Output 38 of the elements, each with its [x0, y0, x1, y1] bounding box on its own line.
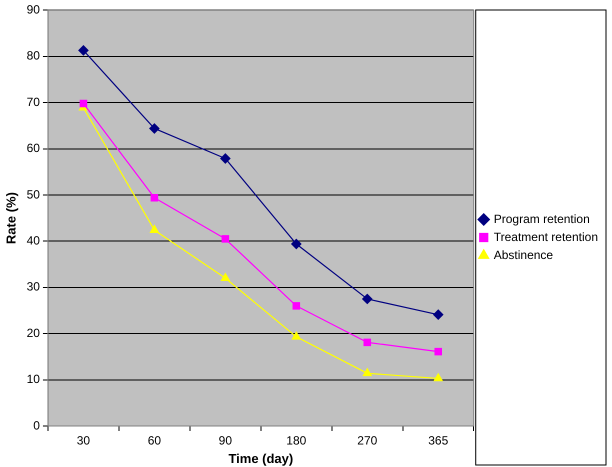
- y-tick-label: 10: [26, 372, 40, 386]
- y-tick-label: 20: [26, 326, 40, 340]
- x-tick-label: 180: [286, 434, 307, 448]
- point: [150, 225, 159, 233]
- point: [291, 238, 302, 250]
- point: [362, 294, 372, 304]
- x-tick-label: 90: [218, 434, 232, 448]
- x-tick-label: 60: [148, 434, 162, 448]
- point: [78, 45, 89, 56]
- y-tick-label: 0: [33, 418, 40, 432]
- point: [362, 368, 372, 376]
- point: [80, 100, 88, 108]
- y-tick-label: 90: [26, 2, 40, 17]
- x-tick-label: 30: [76, 434, 90, 448]
- y-tick-label: 50: [26, 187, 40, 202]
- y-tick-label: 60: [26, 141, 40, 156]
- point: [220, 153, 230, 164]
- x-tick-label: 365: [428, 434, 449, 448]
- point: [364, 338, 372, 346]
- point: [149, 123, 160, 134]
- legend-label: Program retention: [494, 212, 590, 226]
- legend-label: Abstinence: [494, 248, 554, 262]
- x-axis-title: Time (day): [228, 450, 294, 466]
- point: [292, 332, 301, 340]
- y-tick-label: 40: [26, 234, 40, 248]
- x-tick-label: 270: [357, 434, 378, 448]
- point: [150, 194, 158, 202]
- legend-label: Treatment retention: [494, 230, 598, 244]
- y-tick-label: 80: [26, 48, 40, 63]
- y-tick-label: 70: [26, 94, 40, 109]
- point: [434, 348, 442, 356]
- y-axis-title: Rate (%): [3, 192, 18, 244]
- point: [222, 235, 230, 243]
- point: [220, 273, 230, 282]
- y-tick-label: 30: [26, 280, 40, 294]
- point: [292, 302, 300, 310]
- point: [434, 373, 443, 382]
- point: [433, 310, 444, 320]
